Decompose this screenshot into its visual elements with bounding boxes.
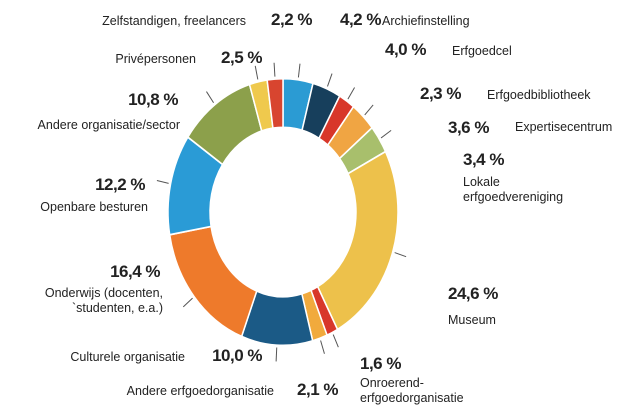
leader-line [327, 73, 333, 87]
category-label: Erfgoedbibliotheek [487, 88, 591, 102]
leader-line [364, 104, 374, 116]
ring [167, 77, 399, 347]
value-label: 2,1 % [297, 380, 338, 399]
value-label: 1,6 % [360, 354, 401, 373]
leader-line [182, 297, 193, 308]
category-label: Archiefinstelling [382, 14, 470, 28]
value-label: 4,2 % [340, 10, 381, 29]
leader-line [380, 129, 392, 139]
value-label: 3,6 % [448, 118, 489, 137]
category-label: Erfgoedcel [452, 44, 512, 58]
leader-line [332, 334, 339, 348]
category-label: Andere erfgoedorganisatie [126, 384, 274, 398]
donut-segment [266, 77, 284, 130]
category-label: Privépersonen [115, 52, 196, 66]
category-label: Museum [448, 313, 496, 327]
category-label: Andere organisatie/sector [37, 118, 180, 132]
value-label: 10,0 % [212, 346, 262, 365]
leader-line [394, 252, 407, 258]
category-label: Expertisecentrum [515, 120, 613, 134]
category-label: Zelfstandigen, freelancers [102, 14, 246, 28]
value-label: 16,4 % [110, 262, 160, 281]
leader-line [206, 91, 214, 104]
leader-line [254, 65, 259, 80]
leader-line [156, 179, 169, 184]
category-label: Culturele organisatie [70, 350, 185, 364]
donut-segment [168, 225, 258, 338]
leader-line [275, 347, 278, 362]
value-label: 2,3 % [420, 84, 461, 103]
leader-line [320, 340, 325, 354]
donut-segment [316, 150, 399, 331]
value-label: 12,2 % [95, 175, 145, 194]
leader-line [273, 62, 276, 77]
category-label: Onroerend- erfgoedorganisatie [360, 376, 464, 405]
category-label: Openbare besturen [40, 200, 148, 214]
leader-line [297, 63, 301, 78]
leader-line [347, 87, 355, 100]
category-label: Lokale erfgoedvereniging [463, 175, 564, 204]
value-label: 10,8 % [128, 90, 178, 109]
value-label: 3,4 % [463, 150, 504, 169]
value-label: 2,2 % [271, 10, 312, 29]
value-label: 24,6 % [448, 284, 498, 303]
value-label: 4,0 % [385, 40, 426, 59]
value-label: 2,5 % [221, 48, 262, 67]
category-label: Onderwijs (docenten, `studenten, e.a.) [44, 286, 163, 315]
